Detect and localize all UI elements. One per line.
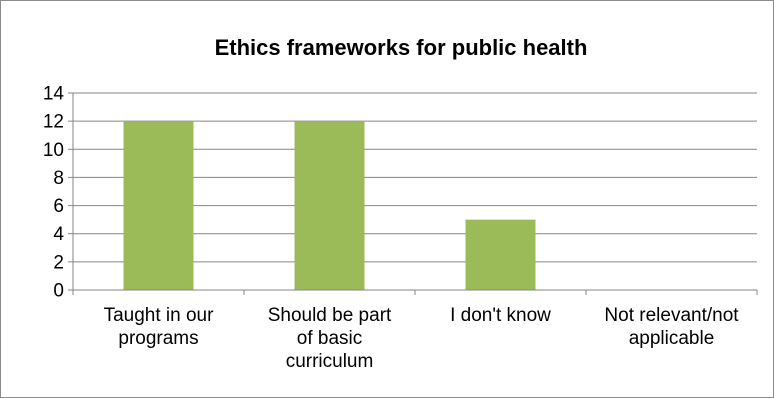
y-tick-label: 2: [53, 252, 64, 273]
y-tick-label: 10: [43, 140, 64, 161]
y-tick-label: 12: [43, 112, 64, 133]
axes: [68, 92, 758, 295]
y-tick-labels: 0 2 4 6 8 10 12 14: [43, 84, 65, 302]
y-tick-label: 8: [53, 168, 64, 189]
chart-title: Ethics frameworks for public health: [215, 35, 588, 60]
x-category-label-line: Not relevant/not: [604, 305, 739, 326]
bar: [465, 219, 536, 290]
x-category-label-line: I don't know: [450, 305, 551, 326]
bar: [123, 121, 194, 291]
x-category-label-line: Taught in our: [104, 305, 215, 326]
x-category-labels: Taught in our programs Should be part of ba…: [104, 305, 740, 372]
x-category-label-line: of basic: [297, 328, 362, 349]
y-tick-label: 4: [53, 224, 64, 245]
y-tick-label: 6: [53, 196, 64, 217]
x-category-label-line: applicable: [629, 328, 715, 349]
bar: [294, 121, 365, 291]
x-category-label: Not relevant/not applicable: [604, 305, 739, 349]
x-category-label-line: Should be part: [268, 305, 392, 326]
x-category-label: I don't know: [450, 305, 551, 326]
x-category-label-line: curriculum: [286, 351, 374, 372]
y-tick-label: 14: [43, 84, 65, 105]
x-category-label: Should be part of basic curriculum: [268, 305, 392, 372]
bars: [123, 121, 536, 291]
x-category-label: Taught in our programs: [104, 305, 215, 349]
x-category-label-line: programs: [118, 328, 198, 349]
y-tick-label: 0: [53, 281, 64, 302]
